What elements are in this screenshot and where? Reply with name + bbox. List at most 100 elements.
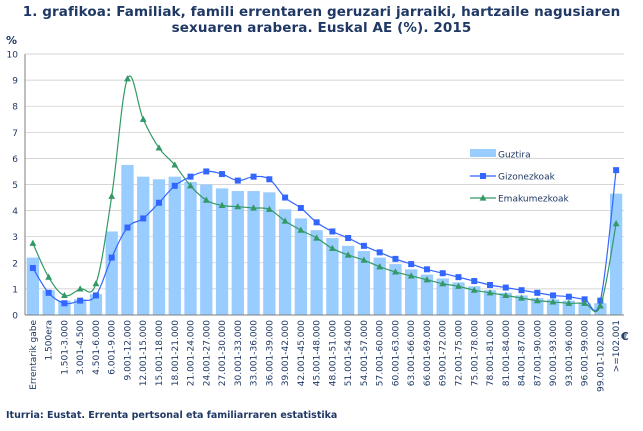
point-gizonezkoak	[92, 292, 99, 299]
point-emakumezkoak	[297, 226, 305, 233]
point-emakumezkoak	[470, 286, 478, 293]
point-emakumezkoak	[612, 220, 620, 227]
legend-marker-gizonezkoak	[480, 173, 486, 179]
bar-guztira	[231, 191, 244, 315]
point-gizonezkoak	[345, 235, 352, 242]
y-tick-label: 9	[12, 77, 18, 87]
point-gizonezkoak	[171, 182, 178, 189]
point-gizonezkoak	[565, 293, 572, 300]
point-emakumezkoak	[565, 299, 573, 306]
point-gizonezkoak	[187, 173, 194, 180]
point-gizonezkoak	[376, 249, 383, 256]
x-tick-label: 4.501-6.000	[92, 320, 102, 375]
point-emakumezkoak	[155, 144, 163, 151]
x-axis-unit: €	[620, 330, 629, 343]
point-emakumezkoak	[76, 285, 84, 292]
point-emakumezkoak	[171, 161, 179, 168]
y-tick-label: 0	[12, 312, 18, 322]
point-emakumezkoak	[502, 291, 510, 299]
x-tick-label: >=102.001	[612, 320, 622, 372]
point-emakumezkoak	[486, 289, 494, 296]
bar-guztira	[310, 230, 323, 315]
x-tick-label: 24.001-27.000	[202, 320, 212, 387]
bar-guztira	[562, 300, 575, 315]
point-gizonezkoak	[313, 219, 320, 226]
y-tick-label: 3	[12, 233, 18, 243]
legend-swatch-guztira	[470, 149, 496, 157]
point-gizonezkoak	[329, 228, 336, 235]
point-gizonezkoak	[487, 281, 494, 288]
point-gizonezkoak	[250, 173, 257, 180]
bar-guztira	[594, 303, 607, 315]
x-tick-label: 60.001-63.000	[391, 320, 401, 387]
point-gizonezkoak	[108, 254, 115, 261]
x-tick-label: 12.001-15.000	[139, 320, 149, 387]
x-tick-label: 90.001-93.000	[549, 320, 559, 387]
bar-guztira	[200, 184, 213, 315]
x-tick-label: 78.001-81.000	[486, 320, 496, 387]
bar-guztira	[215, 188, 229, 315]
y-tick-label: 10	[7, 51, 19, 61]
chart-title-line-2: sexuaren arabera. Euskal AE (%). 2015	[171, 20, 472, 36]
bar-guztira	[294, 218, 308, 315]
bar-guztira	[137, 176, 150, 315]
point-emakumezkoak	[360, 256, 368, 263]
point-gizonezkoak	[45, 289, 52, 296]
bar-guztira	[389, 264, 402, 315]
point-emakumezkoak	[250, 204, 257, 211]
x-tick-label: 81.001-84.000	[502, 320, 512, 387]
point-gizonezkoak	[534, 289, 541, 296]
source-note: Iturria: Eustat. Errenta pertsonal eta f…	[6, 410, 338, 421]
point-gizonezkoak	[219, 171, 226, 178]
bar-guztira	[326, 238, 339, 315]
bar-guztira	[74, 299, 87, 315]
x-tick-label: 99.001-102.000	[596, 320, 606, 392]
bar-guztira	[405, 269, 418, 315]
x-tick-label: 27.001-30.000	[218, 320, 228, 387]
point-gizonezkoak	[140, 215, 147, 222]
x-tick-label: 45.001-48.000	[313, 320, 323, 387]
bar-guztira	[452, 282, 465, 315]
bar-guztira	[105, 231, 118, 315]
x-tick-label: Errentarik gabe	[29, 320, 39, 390]
y-tick-label: 2	[12, 259, 18, 269]
point-gizonezkoak	[392, 255, 399, 262]
x-tick-label: 75.001-78.000	[470, 320, 480, 387]
bar-guztira	[468, 286, 481, 315]
x-tick-label: 93.001-96.000	[565, 320, 575, 387]
point-gizonezkoak	[471, 278, 478, 285]
x-tick-label: 51.001-54.000	[344, 320, 354, 387]
x-tick-label: 30.001-33.000	[234, 320, 244, 387]
point-emakumezkoak	[281, 217, 289, 224]
x-tick-label: 18.001-21.000	[171, 320, 181, 387]
point-gizonezkoak	[581, 296, 588, 303]
y-axis-unit: %	[6, 34, 17, 47]
legend-label-gizonezkoak: Gizonezkoak	[498, 173, 556, 183]
y-tick-label: 5	[12, 181, 18, 191]
point-emakumezkoak	[45, 273, 53, 280]
point-gizonezkoak	[266, 176, 273, 183]
point-emakumezkoak	[376, 263, 384, 270]
x-tick-label: 9.001-12.000	[123, 320, 133, 381]
bar-guztira	[499, 292, 512, 315]
bar-guztira	[609, 193, 623, 315]
point-emakumezkoak	[392, 268, 399, 275]
point-emakumezkoak	[61, 291, 68, 299]
point-emakumezkoak	[344, 251, 352, 258]
bar-guztira	[373, 257, 386, 315]
point-emakumezkoak	[124, 75, 131, 82]
bar-guztira	[546, 299, 560, 315]
point-gizonezkoak	[502, 284, 509, 291]
bar-guztira	[278, 209, 292, 315]
point-gizonezkoak	[124, 224, 131, 231]
bar-guztira	[531, 298, 544, 315]
x-tick-label: 57.001-60.000	[376, 320, 386, 387]
lines	[29, 75, 620, 313]
point-emakumezkoak	[139, 115, 147, 122]
x-tick-label: 69.001-72.000	[439, 320, 449, 387]
point-emakumezkoak	[108, 192, 116, 199]
point-gizonezkoak	[203, 168, 210, 175]
x-tick-label: 39.001-42.000	[281, 320, 291, 387]
